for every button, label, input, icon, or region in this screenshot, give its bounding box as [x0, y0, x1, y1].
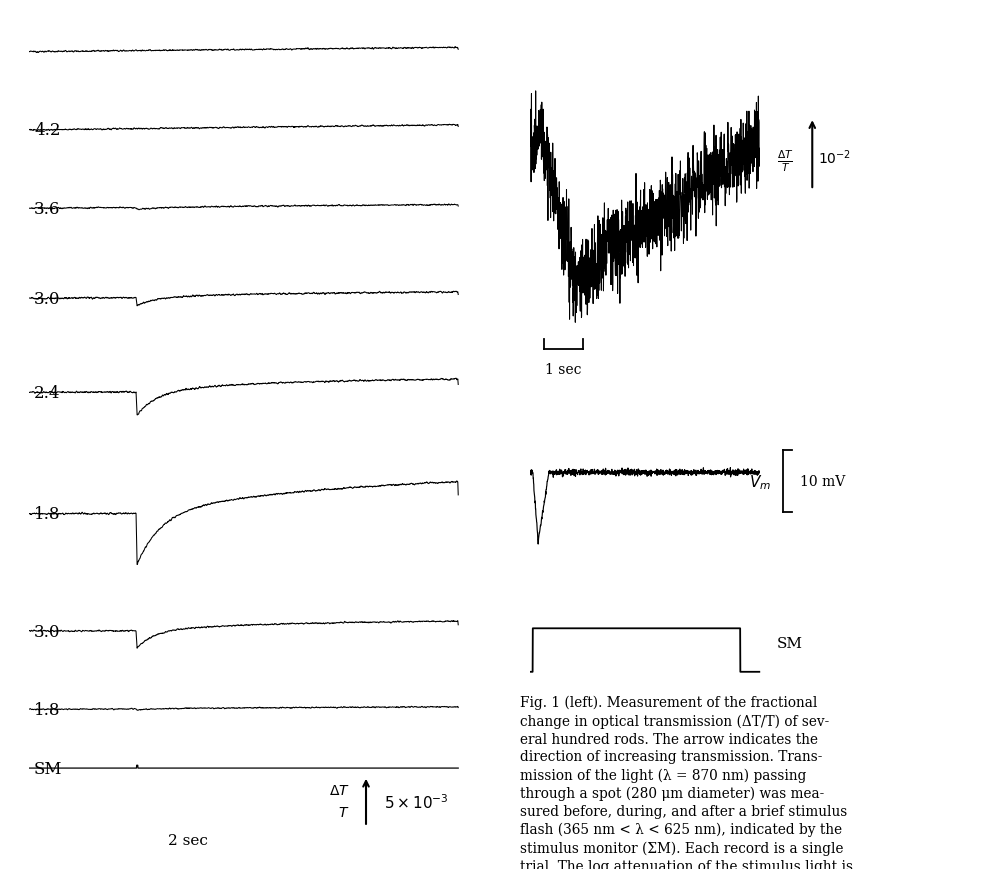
Text: 1 sec: 1 sec: [545, 362, 582, 376]
Text: 4.2: 4.2: [34, 123, 61, 139]
Text: 2 sec: 2 sec: [168, 833, 208, 847]
Text: $\Delta T$: $\Delta T$: [329, 784, 350, 798]
Text: SM: SM: [34, 760, 63, 777]
Text: $T$: $T$: [338, 806, 350, 819]
Text: Fig. 1 (left). Measurement of the fractional
change in optical transmission (ΔΤ/: Fig. 1 (left). Measurement of the fracti…: [520, 695, 852, 869]
Text: $\frac{\Delta T}{T}$: $\frac{\Delta T}{T}$: [777, 149, 794, 174]
Text: 1.8: 1.8: [34, 701, 61, 718]
Text: SM: SM: [777, 636, 803, 650]
Text: $V_m$: $V_m$: [749, 473, 771, 491]
Text: 3.0: 3.0: [34, 623, 61, 640]
Text: $10^{-2}$: $10^{-2}$: [818, 149, 852, 167]
Text: $5 \times 10^{-3}$: $5 \times 10^{-3}$: [385, 793, 449, 811]
Text: 1.8: 1.8: [34, 506, 61, 522]
Text: 2.4: 2.4: [34, 384, 61, 401]
Text: 3.0: 3.0: [34, 290, 61, 308]
Text: 3.6: 3.6: [34, 201, 61, 217]
Text: 10 mV: 10 mV: [800, 474, 846, 489]
